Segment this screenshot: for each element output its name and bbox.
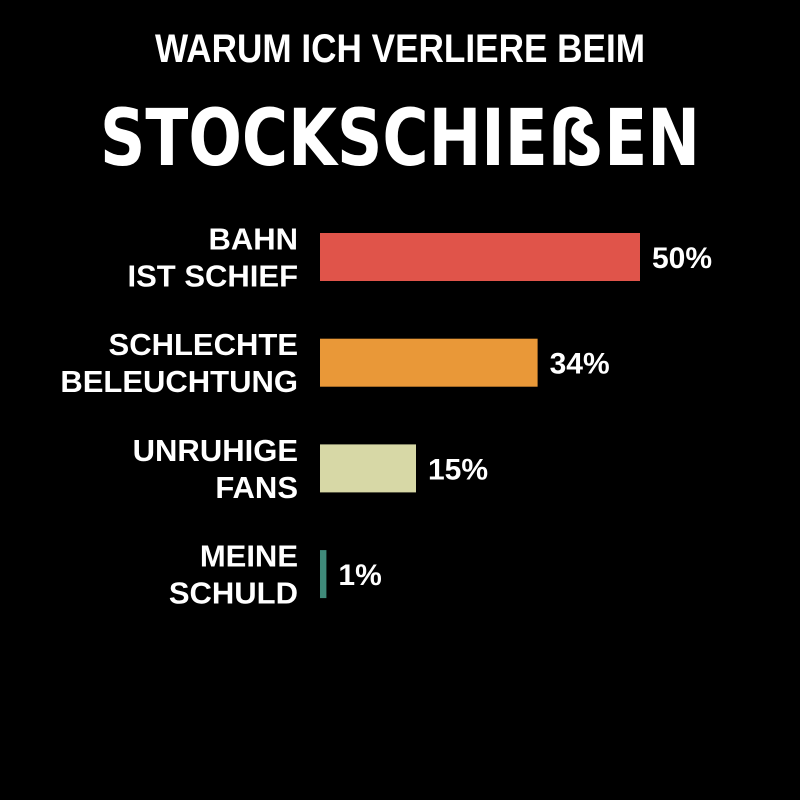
value-label: 15% — [428, 453, 488, 486]
category-label: MEINE SCHULD — [169, 539, 298, 611]
value-label: 34% — [550, 348, 610, 381]
value-label: 50% — [652, 242, 712, 275]
bar — [320, 444, 416, 493]
value-label: 1% — [338, 559, 381, 592]
bar — [320, 233, 640, 281]
chart-subtitle: STOCKSCHIEẞEN — [100, 94, 700, 184]
chart-title: WARUM ICH VERLIERE BEIM — [155, 27, 645, 71]
category-label: UNRUHIGE FANS — [133, 433, 298, 505]
bar — [320, 338, 538, 387]
bar — [320, 550, 327, 599]
category-label: BAHN IST SCHIEF — [127, 222, 298, 294]
category-label: SCHLECHTE BELEUCHTUNG — [60, 327, 298, 399]
